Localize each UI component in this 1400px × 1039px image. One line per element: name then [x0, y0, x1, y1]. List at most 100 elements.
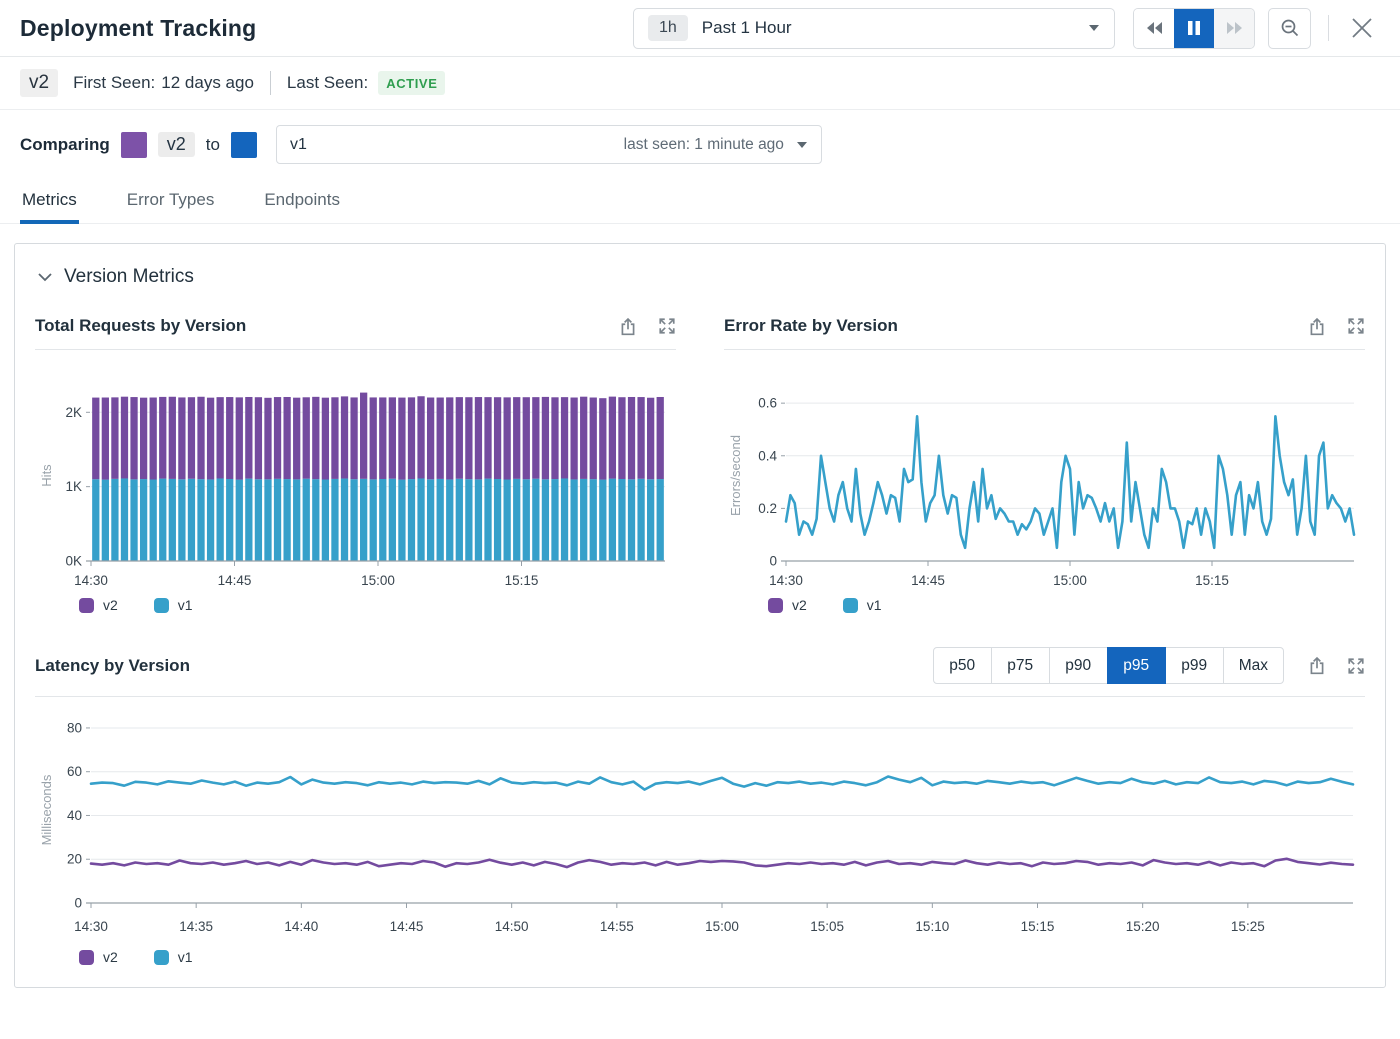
percentile-p90-button[interactable]: p90	[1048, 647, 1108, 684]
top-charts-row: Total Requests by Version	[35, 316, 1365, 613]
svg-text:15:00: 15:00	[361, 573, 395, 588]
svg-text:60: 60	[67, 764, 82, 779]
version-row-divider	[269, 71, 271, 95]
legend-item-v1[interactable]: v1	[153, 949, 193, 965]
svg-text:20: 20	[67, 852, 82, 867]
svg-text:14:30: 14:30	[74, 919, 108, 934]
legend-item-v1[interactable]: v1	[153, 597, 193, 613]
time-range-label: Past 1 Hour	[701, 18, 792, 37]
svg-text:Errors/second: Errors/second	[728, 435, 743, 516]
svg-text:0.4: 0.4	[758, 448, 777, 463]
close-button[interactable]	[1346, 12, 1378, 44]
percentile-p99-button[interactable]: p99	[1164, 647, 1224, 684]
pause-icon	[1187, 20, 1201, 36]
compare-version-meta: last seen: 1 minute ago	[623, 135, 784, 153]
expand-button[interactable]	[1347, 317, 1365, 335]
rewind-button[interactable]	[1134, 8, 1174, 48]
chart-divider	[724, 349, 1365, 350]
comparing-to-label: to	[205, 134, 220, 154]
total-requests-chart[interactable]: 0K 1K 2K 14:30 14:45 15:00 15:15 Hits	[35, 378, 677, 593]
legend-label: v1	[177, 597, 193, 613]
tab-error-types[interactable]: Error Types	[126, 190, 215, 209]
svg-text:14:45: 14:45	[390, 919, 424, 934]
total-requests-chart-card: Total Requests by Version	[35, 316, 676, 613]
export-icon	[1308, 317, 1326, 336]
percentile-p75-button[interactable]: p75	[990, 647, 1050, 684]
svg-text:15:05: 15:05	[810, 919, 844, 934]
export-button[interactable]	[619, 317, 637, 336]
chevron-down-icon	[37, 271, 53, 283]
version-chip: v2	[20, 69, 59, 97]
pause-button[interactable]	[1174, 8, 1214, 48]
percentile-button-group: p50 p75 p90 p95 p99 Max	[932, 647, 1284, 684]
svg-text:0.6: 0.6	[758, 396, 777, 411]
comparing-left-version: v2	[157, 132, 195, 157]
legend-label: v1	[177, 949, 193, 965]
version-metrics-section-toggle[interactable]: Version Metrics	[37, 266, 1365, 288]
percentile-p50-button[interactable]: p50	[932, 647, 992, 684]
svg-text:15:15: 15:15	[505, 573, 539, 588]
legend-item-v1[interactable]: v1	[842, 597, 882, 613]
svg-text:Hits: Hits	[39, 464, 54, 487]
svg-text:14:45: 14:45	[218, 573, 252, 588]
svg-text:0K: 0K	[65, 554, 82, 569]
version-summary-bar: v2 First Seen: 12 days ago Last Seen: AC…	[0, 57, 1400, 110]
percentile-max-button[interactable]: Max	[1222, 647, 1284, 684]
svg-text:1K: 1K	[65, 479, 82, 494]
export-icon	[619, 317, 637, 336]
tab-bar: Metrics Error Types Endpoints	[0, 181, 1400, 224]
expand-button[interactable]	[658, 317, 676, 335]
svg-text:80: 80	[67, 720, 82, 735]
section-title: Version Metrics	[64, 266, 194, 287]
latency-legend: v2 v1	[79, 949, 1365, 965]
svg-text:15:00: 15:00	[705, 919, 739, 934]
caret-down-icon	[796, 141, 808, 149]
chart-title-total-requests: Total Requests by Version	[35, 316, 247, 335]
page-title: Deployment Tracking	[20, 14, 257, 41]
svg-text:40: 40	[67, 808, 82, 823]
legend-item-v2[interactable]: v2	[79, 597, 118, 613]
v2-swatch	[79, 597, 94, 613]
close-icon	[1350, 16, 1374, 40]
legend-item-v2[interactable]: v2	[768, 597, 807, 613]
chart-title-error-rate: Error Rate by Version	[724, 316, 898, 335]
chart-title-latency: Latency by Version	[35, 655, 190, 675]
comparing-right-swatch	[230, 131, 257, 158]
error-rate-legend: v2 v1	[768, 597, 1365, 613]
export-button[interactable]	[1308, 317, 1326, 336]
version-metrics-panel: Version Metrics Total Requests by Versio…	[14, 243, 1386, 988]
compare-version-value: v1	[289, 135, 307, 153]
zoom-out-button[interactable]	[1268, 7, 1311, 49]
tab-endpoints[interactable]: Endpoints	[264, 190, 340, 209]
fast-forward-button[interactable]	[1214, 8, 1254, 48]
svg-text:14:55: 14:55	[600, 919, 634, 934]
v1-swatch	[842, 597, 858, 613]
expand-icon	[1347, 317, 1365, 335]
v1-swatch	[153, 949, 169, 965]
error-rate-chart[interactable]: 0 0.2 0.4 0.6 14:30 14:45 15:00 15:15 Errors/sec…	[724, 378, 1366, 593]
top-bar: Deployment Tracking 1h Past 1 Hour	[0, 0, 1400, 57]
percentile-p95-button[interactable]: p95	[1106, 647, 1166, 684]
compare-version-dropdown[interactable]: v1 last seen: 1 minute ago	[275, 125, 822, 164]
svg-text:0: 0	[74, 896, 82, 911]
first-seen-label: First Seen:	[73, 73, 156, 92]
time-range-badge: 1h	[648, 15, 688, 41]
expand-button[interactable]	[1347, 657, 1365, 675]
first-seen-value: 12 days ago	[161, 73, 254, 92]
error-rate-chart-card: Error Rate by Version	[724, 316, 1365, 613]
legend-label: v2	[103, 949, 118, 965]
svg-text:14:45: 14:45	[911, 573, 945, 588]
export-icon	[1308, 656, 1326, 675]
svg-text:0: 0	[769, 554, 777, 569]
caret-down-icon	[1088, 24, 1100, 32]
latency-chart[interactable]: 0 20 40 60 80 14:30 14:35 14:40 14:45 14:50 14:55 1…	[35, 707, 1367, 939]
time-range-dropdown[interactable]: 1h Past 1 Hour	[633, 7, 1115, 49]
legend-item-v2[interactable]: v2	[79, 949, 118, 965]
svg-text:14:40: 14:40	[284, 919, 318, 934]
svg-text:15:20: 15:20	[1126, 919, 1160, 934]
export-button[interactable]	[1308, 656, 1326, 675]
svg-text:2K: 2K	[65, 405, 82, 420]
tab-metrics[interactable]: Metrics	[20, 181, 79, 224]
last-seen-label: Last Seen:	[286, 73, 369, 92]
v1-swatch	[153, 597, 169, 613]
